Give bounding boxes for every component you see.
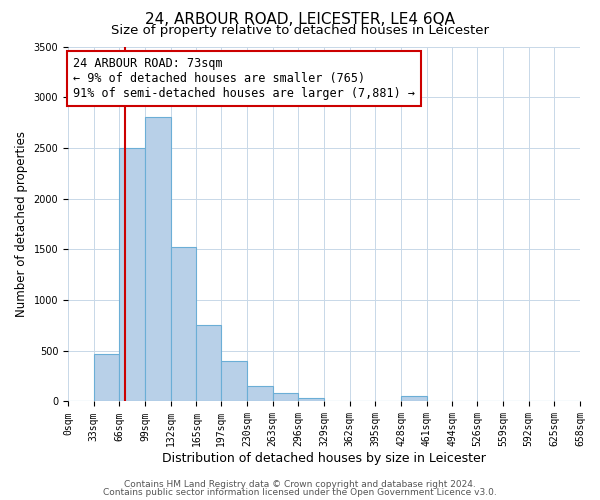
Bar	[401, 396, 427, 402]
Bar	[272, 394, 298, 402]
Bar	[94, 354, 119, 402]
Text: Contains public sector information licensed under the Open Government Licence v3: Contains public sector information licen…	[103, 488, 497, 497]
Bar	[324, 401, 350, 402]
Bar	[68, 401, 94, 402]
Text: Contains HM Land Registry data © Crown copyright and database right 2024.: Contains HM Land Registry data © Crown c…	[124, 480, 476, 489]
Text: Size of property relative to detached houses in Leicester: Size of property relative to detached ho…	[111, 24, 489, 37]
Bar	[171, 248, 196, 402]
Bar	[247, 386, 272, 402]
Text: 24, ARBOUR ROAD, LEICESTER, LE4 6QA: 24, ARBOUR ROAD, LEICESTER, LE4 6QA	[145, 12, 455, 28]
Y-axis label: Number of detached properties: Number of detached properties	[15, 131, 28, 317]
Text: 24 ARBOUR ROAD: 73sqm
← 9% of detached houses are smaller (765)
91% of semi-deta: 24 ARBOUR ROAD: 73sqm ← 9% of detached h…	[73, 57, 415, 100]
Bar	[119, 148, 145, 402]
Bar	[221, 361, 247, 402]
Bar	[145, 118, 171, 402]
Bar	[298, 398, 324, 402]
X-axis label: Distribution of detached houses by size in Leicester: Distribution of detached houses by size …	[162, 452, 486, 465]
Bar	[196, 326, 221, 402]
